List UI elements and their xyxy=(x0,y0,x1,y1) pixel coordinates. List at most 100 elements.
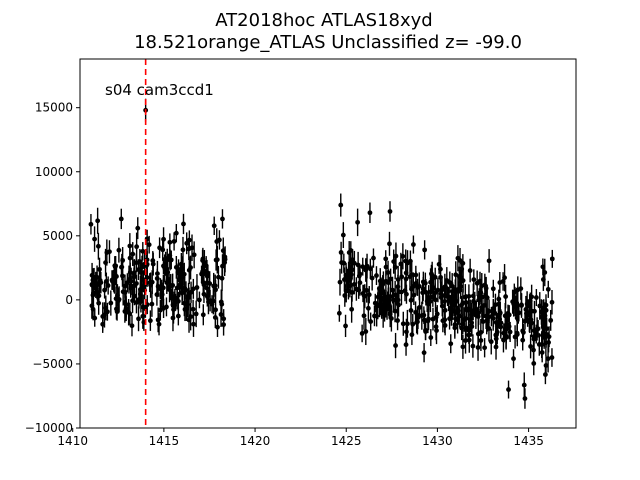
x-tick-label: 1420 xyxy=(240,434,271,448)
point-marker xyxy=(368,319,374,324)
data-point xyxy=(549,348,555,367)
point-marker xyxy=(363,329,369,334)
point-marker xyxy=(128,278,134,284)
point-marker xyxy=(89,282,95,288)
data-point xyxy=(215,317,220,337)
data-point xyxy=(478,280,484,305)
point-marker xyxy=(167,239,173,245)
point-marker xyxy=(384,306,390,312)
data-point xyxy=(480,310,486,334)
point-marker xyxy=(88,221,94,227)
data-point xyxy=(527,292,533,310)
data-point xyxy=(511,349,516,369)
data-point xyxy=(200,304,206,326)
point-marker xyxy=(466,306,472,312)
data-point xyxy=(108,290,114,316)
data-point xyxy=(102,281,107,299)
point-marker xyxy=(455,255,461,261)
data-point xyxy=(112,256,118,276)
point-marker xyxy=(533,295,539,300)
data-point xyxy=(368,312,374,331)
data-point xyxy=(438,265,443,289)
point-marker xyxy=(124,280,130,286)
point-marker xyxy=(460,344,466,350)
point-marker xyxy=(173,230,179,236)
data-point xyxy=(374,305,380,327)
point-marker xyxy=(471,277,477,283)
data-point xyxy=(337,268,343,296)
point-marker xyxy=(97,280,103,286)
point-marker xyxy=(147,318,153,324)
point-marker xyxy=(463,300,469,305)
point-marker xyxy=(134,244,140,250)
point-marker xyxy=(421,312,427,318)
data-point xyxy=(510,289,516,314)
data-point xyxy=(383,258,389,276)
point-marker xyxy=(367,210,373,216)
data-point xyxy=(103,295,109,321)
point-marker xyxy=(537,303,543,309)
data-point xyxy=(435,278,441,303)
data-point xyxy=(194,274,200,301)
point-marker xyxy=(120,273,125,279)
data-point xyxy=(127,302,133,326)
point-marker xyxy=(385,294,391,300)
point-marker xyxy=(490,306,496,312)
point-marker xyxy=(222,254,228,260)
point-marker xyxy=(164,304,169,310)
data-point xyxy=(95,232,101,260)
point-marker xyxy=(374,273,379,278)
point-marker xyxy=(466,293,472,299)
data-point xyxy=(455,245,461,272)
point-marker xyxy=(394,300,400,306)
point-marker xyxy=(186,267,192,273)
point-marker xyxy=(366,292,372,298)
data-point xyxy=(104,239,110,266)
point-marker xyxy=(213,257,219,263)
point-marker xyxy=(149,279,155,285)
data-point xyxy=(439,295,445,317)
point-marker xyxy=(531,347,536,353)
point-marker xyxy=(399,274,405,280)
data-point xyxy=(105,276,111,295)
point-marker xyxy=(542,270,548,275)
data-point xyxy=(385,260,391,285)
point-marker xyxy=(168,283,174,289)
data-point xyxy=(452,312,458,337)
data-point xyxy=(387,231,392,256)
point-marker xyxy=(211,283,217,289)
point-marker xyxy=(392,308,398,314)
point-marker xyxy=(140,304,146,310)
point-marker xyxy=(104,250,110,255)
point-marker xyxy=(403,276,409,282)
point-marker xyxy=(186,317,192,323)
data-point xyxy=(343,314,348,338)
data-point xyxy=(404,284,409,304)
point-marker xyxy=(191,321,196,327)
point-marker xyxy=(100,321,106,327)
point-marker xyxy=(480,319,486,325)
point-marker xyxy=(347,283,353,289)
data-point xyxy=(531,321,537,341)
data-point xyxy=(219,265,225,292)
data-point xyxy=(128,267,134,295)
data-point xyxy=(336,304,342,322)
point-marker xyxy=(514,301,520,307)
data-point xyxy=(186,256,192,285)
data-point xyxy=(533,289,539,307)
point-marker xyxy=(493,336,499,342)
data-point xyxy=(193,300,199,328)
data-point xyxy=(338,193,344,217)
data-point xyxy=(514,290,520,319)
data-point xyxy=(404,318,409,345)
x-tick-label: 1430 xyxy=(422,434,453,448)
point-marker xyxy=(116,247,122,253)
point-marker xyxy=(527,298,533,304)
data-point xyxy=(218,301,224,327)
data-point xyxy=(452,279,458,300)
data-point xyxy=(446,286,451,307)
data-point xyxy=(390,276,395,304)
point-marker xyxy=(176,270,182,276)
data-point xyxy=(395,265,401,294)
point-marker xyxy=(383,264,389,270)
